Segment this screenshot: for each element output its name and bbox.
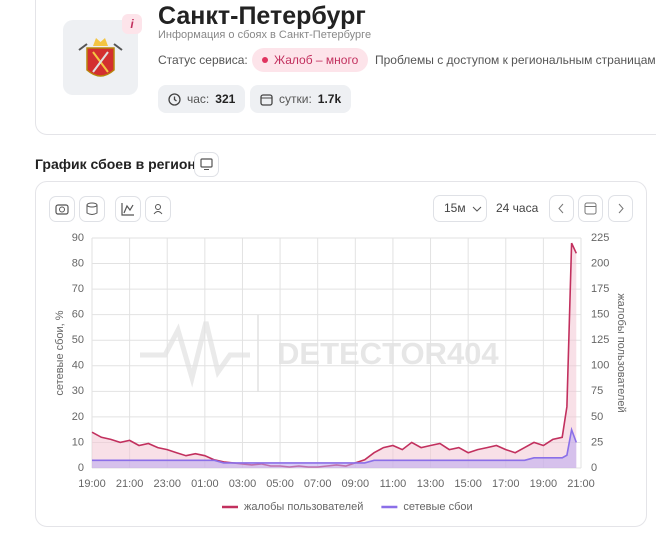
camera-icon [55,204,69,215]
screen-icon [200,158,213,170]
stat-value: 321 [215,92,236,106]
next-icon [618,203,624,214]
prev-icon [558,203,564,214]
calendar-icon [584,202,597,215]
info-badge[interactable]: i [122,14,142,34]
coat-of-arms [63,20,138,95]
clock-icon [168,92,181,106]
calendar-button[interactable] [578,195,603,222]
user-button[interactable] [145,196,171,222]
stat-day: сутки: 1.7k [250,85,352,113]
section-button[interactable] [194,152,219,177]
status-badge: Жалоб – много [252,48,369,72]
status-dot [262,57,268,63]
screenshot-button[interactable] [49,196,75,222]
stat-hour: час: 321 [158,85,246,113]
prev-button[interactable] [549,195,574,222]
database-icon [86,202,98,215]
interval-value: 15м [444,201,466,215]
next-button[interactable] [608,195,633,222]
chevron-icon [472,206,482,212]
interval-select[interactable]: 15м [433,195,487,222]
region-title: Санкт-Петербург [158,2,366,30]
calendar-icon [260,93,273,106]
stat-label: сутки: [279,92,312,106]
stat-label: час: [187,92,210,106]
stat-value: 1.7k [317,92,342,106]
chart-icon [121,203,134,216]
chart-card [35,181,647,527]
coat-of-arms-icon [78,38,123,77]
region-subtitle: Информация о сбоях в Санкт-Петербурге [158,29,372,41]
user-icon [153,204,163,215]
chart-mode-button[interactable] [115,196,141,222]
range-label: 24 часа [496,201,539,215]
status-badge-text: Жалоб – много [274,53,359,67]
section-title: График сбоев в регионе [35,156,204,172]
data-button[interactable] [79,196,105,222]
status-note: Проблемы с доступом к региональным стран… [375,53,656,67]
status-label: Статус сервиса: [158,53,248,67]
